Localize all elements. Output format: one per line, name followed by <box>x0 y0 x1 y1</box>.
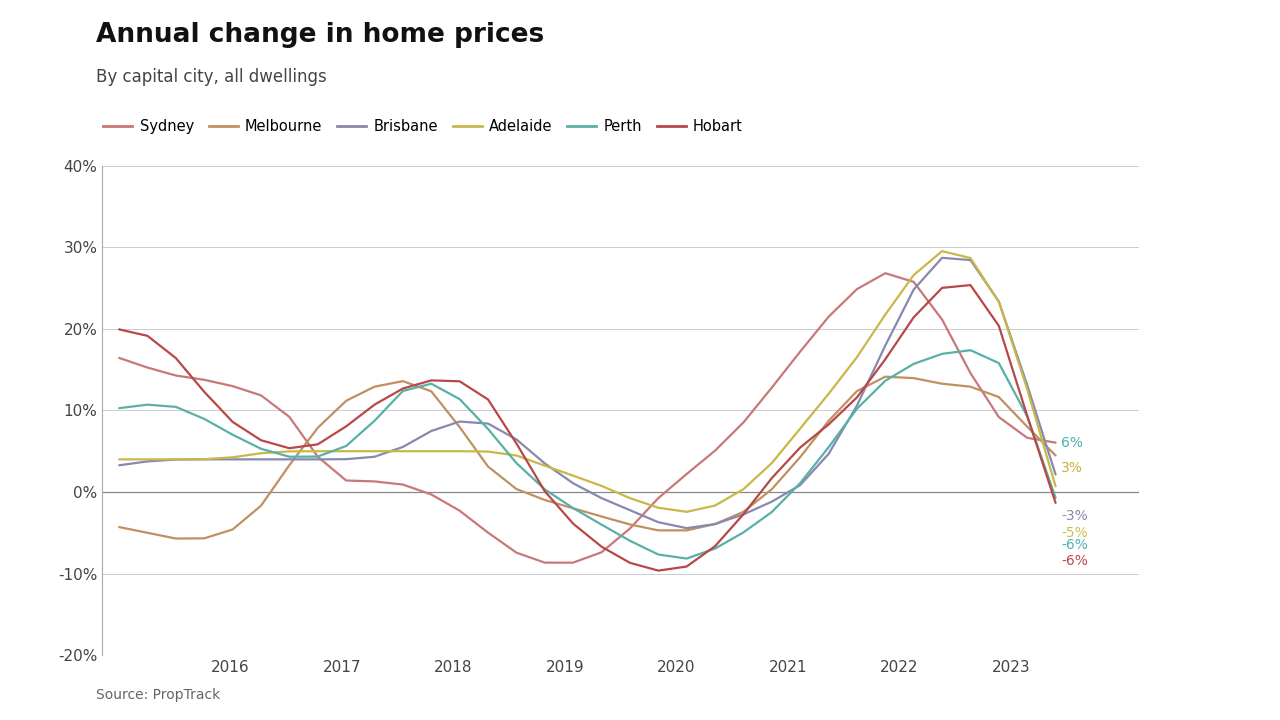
Text: 6%: 6% <box>1061 436 1083 450</box>
Text: Annual change in home prices: Annual change in home prices <box>96 22 544 48</box>
Legend: Sydney, Melbourne, Brisbane, Adelaide, Perth, Hobart: Sydney, Melbourne, Brisbane, Adelaide, P… <box>104 119 742 134</box>
Text: -5%: -5% <box>1061 526 1088 540</box>
Text: 3%: 3% <box>1061 461 1083 474</box>
Text: By capital city, all dwellings: By capital city, all dwellings <box>96 68 326 86</box>
Text: -6%: -6% <box>1061 538 1088 552</box>
Text: Source: PropTrack: Source: PropTrack <box>96 688 220 702</box>
Text: -3%: -3% <box>1061 510 1088 523</box>
Text: -6%: -6% <box>1061 554 1088 568</box>
